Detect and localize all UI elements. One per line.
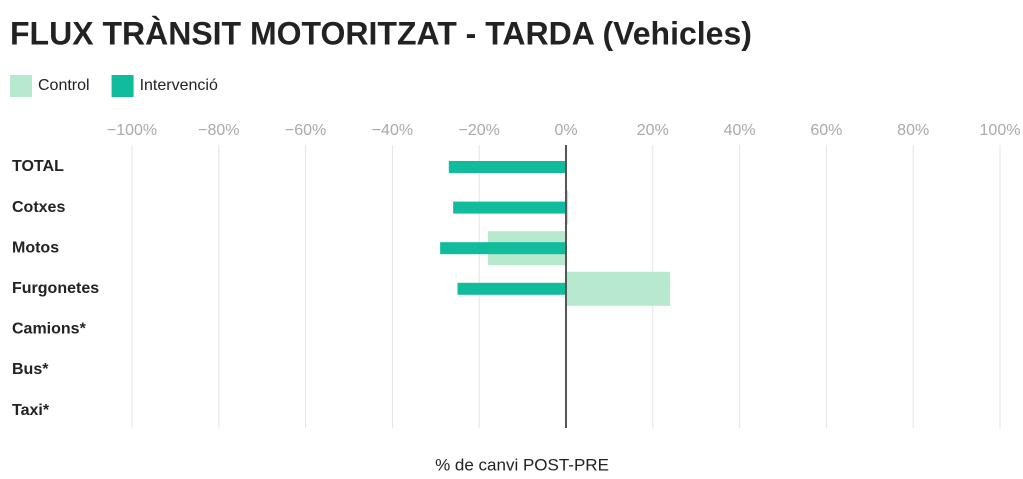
- x-tick-label: −80%: [198, 122, 239, 139]
- category-label: Taxi*: [12, 402, 50, 419]
- x-tick-label: −40%: [372, 122, 413, 139]
- x-tick-label: 40%: [724, 122, 756, 139]
- category-label: Bus*: [12, 361, 49, 378]
- category-label: Motos: [12, 239, 59, 256]
- x-tick-label: 20%: [637, 122, 669, 139]
- category-label: Camions*: [12, 321, 87, 338]
- legend-swatch: [111, 75, 134, 97]
- bar: [453, 201, 566, 214]
- legend-label: Intervenció: [140, 77, 218, 94]
- x-tick-label: −100%: [107, 122, 157, 139]
- bar: [566, 190, 569, 225]
- x-tick-label: 100%: [980, 122, 1021, 139]
- bar: [457, 282, 566, 295]
- x-tick-label: −20%: [459, 122, 500, 139]
- bar: [566, 271, 671, 306]
- category-label: Cotxes: [12, 199, 65, 216]
- category-label: TOTAL: [12, 158, 64, 175]
- category-label: Furgonetes: [12, 280, 99, 297]
- legend-label: Control: [38, 77, 90, 94]
- legend-swatch: [10, 75, 32, 97]
- chart-title: FLUX TRÀNSIT MOTORITZAT - TARDA (Vehicle…: [10, 15, 752, 51]
- bar: [440, 242, 566, 255]
- x-tick-label: 0%: [554, 122, 577, 139]
- x-axis-label: % de canvi POST-PRE: [435, 455, 609, 474]
- x-tick-label: 60%: [810, 122, 842, 139]
- x-tick-label: 80%: [897, 122, 929, 139]
- bar: [448, 161, 566, 173]
- x-tick-label: −60%: [285, 122, 326, 139]
